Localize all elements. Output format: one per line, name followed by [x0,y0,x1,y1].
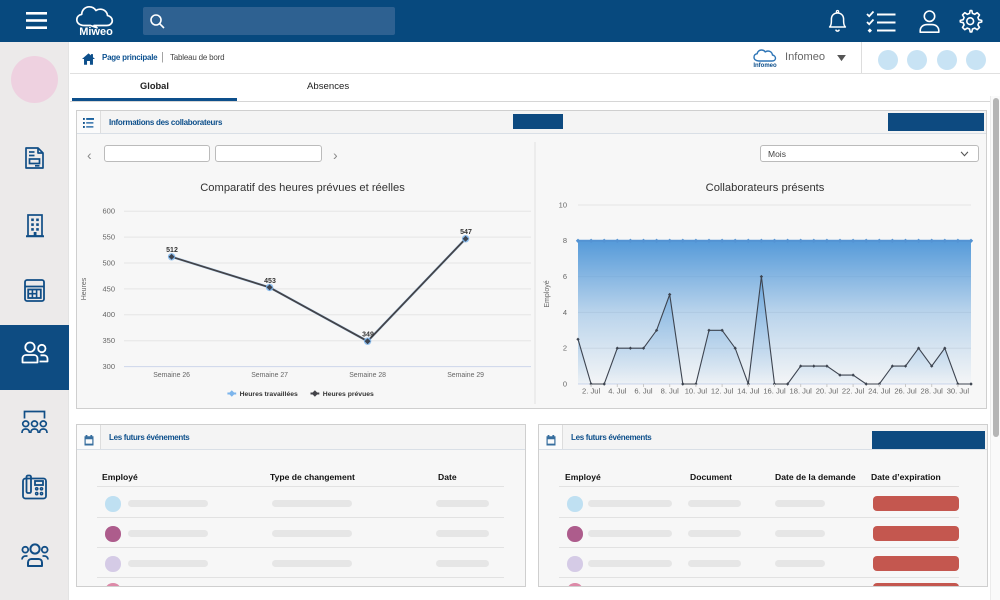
svg-text:550: 550 [102,233,115,242]
svg-text:8. Jul: 8. Jul [661,386,679,395]
svg-text:30. Jul: 30. Jul [947,386,970,395]
svg-text:26. Jul: 26. Jul [894,386,917,395]
svg-text:Employé: Employé [544,280,551,307]
svg-text:453: 453 [264,278,276,285]
svg-text:10. Jul: 10. Jul [685,386,708,395]
svg-text:600: 600 [102,207,115,216]
svg-text:Semaine 28: Semaine 28 [349,372,386,379]
svg-text:Semaine 26: Semaine 26 [153,372,190,379]
svg-text:400: 400 [102,310,115,319]
svg-text:349: 349 [362,332,374,339]
svg-text:4. Jul: 4. Jul [608,386,626,395]
svg-text:512: 512 [166,247,178,254]
svg-text:18. Jul: 18. Jul [790,386,813,395]
svg-text:2. Jul: 2. Jul [582,386,600,395]
svg-text:Heures prévues: Heures prévues [323,391,374,398]
svg-text:6: 6 [563,272,567,281]
svg-text:12. Jul: 12. Jul [711,386,734,395]
svg-text:Heures: Heures [81,277,88,300]
svg-text:20. Jul: 20. Jul [816,386,839,395]
svg-text:0: 0 [563,379,567,388]
svg-text:28. Jul: 28. Jul [921,386,944,395]
svg-text:16. Jul: 16. Jul [763,386,786,395]
svg-text:Collaborateurs présents: Collaborateurs présents [706,182,825,194]
svg-text:547: 547 [460,229,472,236]
svg-text:14. Jul: 14. Jul [737,386,760,395]
svg-text:2: 2 [563,344,567,353]
svg-text:4: 4 [563,308,567,317]
svg-text:Heures travaillées: Heures travaillées [240,391,298,398]
svg-text:24. Jul: 24. Jul [868,386,891,395]
svg-text:500: 500 [102,258,115,267]
svg-text:10: 10 [559,200,567,209]
svg-text:450: 450 [102,284,115,293]
svg-text:22. Jul: 22. Jul [842,386,865,395]
svg-text:300: 300 [102,362,115,371]
svg-text:Comparatif des heures prévues: Comparatif des heures prévues et réelles [200,182,405,194]
svg-text:Semaine 29: Semaine 29 [447,372,484,379]
svg-text:8: 8 [563,236,567,245]
svg-text:350: 350 [102,336,115,345]
svg-text:Semaine 27: Semaine 27 [251,372,288,379]
svg-text:6. Jul: 6. Jul [634,386,652,395]
